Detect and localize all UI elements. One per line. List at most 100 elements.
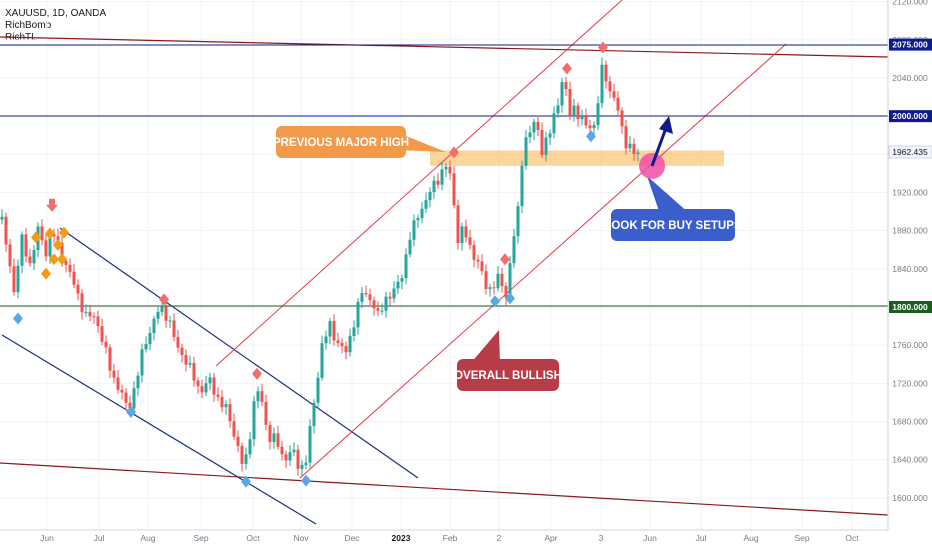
candle-body <box>600 64 604 104</box>
candle-body <box>236 436 240 446</box>
candle-body <box>552 113 556 134</box>
level-price-badge <box>889 38 932 51</box>
candle-body <box>572 105 576 116</box>
candle-body <box>512 236 516 264</box>
candle-body <box>20 234 24 266</box>
candle-body <box>40 226 44 241</box>
price-tick-label: 1920.000 <box>892 187 928 197</box>
candle-body <box>140 349 144 376</box>
candle-body <box>436 180 440 185</box>
candle-body <box>344 346 348 353</box>
candle-body <box>596 103 600 126</box>
candle-body <box>192 363 196 381</box>
ascending-channel-lower <box>299 43 787 479</box>
indicator-richbomb[interactable]: RichBomb <box>5 20 52 31</box>
support-zone <box>430 150 724 166</box>
price-tick-label: 1720.000 <box>892 378 928 388</box>
signal-diamond-icon <box>241 475 251 488</box>
candle-body <box>476 259 480 262</box>
candle-body <box>80 293 84 313</box>
time-tick-label: Jun <box>40 533 54 543</box>
signal-diamond-icon <box>598 41 608 54</box>
candle-body <box>292 449 296 453</box>
candle-body <box>208 377 212 384</box>
candle-body <box>116 377 120 390</box>
candle-body <box>408 239 412 255</box>
time-tick-label: Dec <box>344 533 360 543</box>
candle-body <box>544 137 548 155</box>
signal-diamond-icon <box>490 295 500 308</box>
candle-body <box>312 402 316 427</box>
level-price-badge <box>889 110 932 123</box>
candle-body <box>532 121 536 133</box>
candle-body <box>352 327 356 337</box>
callout-buy-setups: LOOK FOR BUY SETUPS <box>604 176 742 241</box>
price-tick-label: 1840.000 <box>892 264 928 274</box>
callout-box <box>611 209 735 241</box>
callout-box <box>457 359 559 391</box>
support-line-dark-red <box>0 462 889 516</box>
signal-diamond-icon <box>252 367 262 380</box>
candle-body <box>108 347 112 371</box>
bullish-arrow-head-icon <box>659 116 673 134</box>
candle-body <box>504 286 508 298</box>
candle-body <box>396 281 400 289</box>
candle-body <box>284 454 288 461</box>
candle-body <box>300 465 304 469</box>
candle-body <box>324 336 328 344</box>
callout-pointer <box>396 132 446 152</box>
candle-body <box>156 311 160 319</box>
candle-body <box>380 310 384 312</box>
sell-arrow-icon <box>46 198 58 212</box>
time-tick-label: Nov <box>293 533 309 543</box>
candle-body <box>200 386 204 393</box>
candle-body <box>124 392 128 403</box>
price-tick-label: 2120.000 <box>892 0 928 7</box>
signal-diamond-icon <box>562 62 572 75</box>
candle-body <box>220 396 224 408</box>
candle-body <box>520 165 524 207</box>
signal-diamond-icon <box>49 253 59 266</box>
time-tick-label: 2023 <box>392 533 411 543</box>
candle-body <box>604 64 608 82</box>
candle-body <box>388 296 392 299</box>
symbol-title[interactable]: XAUUSD, 1D, OANDA <box>5 8 107 19</box>
candle-body <box>24 234 28 257</box>
candle-body <box>356 301 360 328</box>
time-tick-label: Feb <box>443 533 458 543</box>
candle-body <box>556 105 560 114</box>
time-tick-label: 3 <box>599 533 604 543</box>
candle-body <box>584 116 588 126</box>
candle-body <box>120 389 124 393</box>
candle-body <box>96 316 100 327</box>
candle-body <box>620 110 624 127</box>
candle-body <box>180 347 184 355</box>
time-tick-label: Jun <box>643 533 657 543</box>
candle-body <box>416 218 420 221</box>
candle-body <box>12 266 16 293</box>
callout-pointer <box>470 330 500 364</box>
candle-body <box>508 263 512 298</box>
time-tick-label: Jul <box>696 533 707 543</box>
time-tick-label: Oct <box>246 533 260 543</box>
signal-diamond-icon <box>505 292 515 305</box>
candle-body <box>496 273 500 289</box>
callout-pointer <box>647 176 690 214</box>
candle-body <box>348 336 352 353</box>
candle-body <box>160 306 164 312</box>
price-tick-label: 1600.000 <box>892 493 928 503</box>
price-axis: 1600.000 1640.000 1680.000 1720.000 1760.000… <box>887 0 932 550</box>
callout-overall-bullish: OVERALL BULLISH <box>454 330 562 391</box>
candle-body <box>464 226 468 238</box>
candle-body <box>4 216 8 245</box>
candle-body <box>492 287 496 289</box>
candle-body <box>376 308 380 311</box>
candle-body <box>32 250 36 264</box>
candle-body <box>636 152 640 154</box>
candle-body <box>92 316 96 318</box>
candle-body <box>336 340 340 343</box>
candle-body <box>144 344 148 350</box>
candle-body <box>104 341 108 348</box>
candle-body <box>308 426 312 463</box>
